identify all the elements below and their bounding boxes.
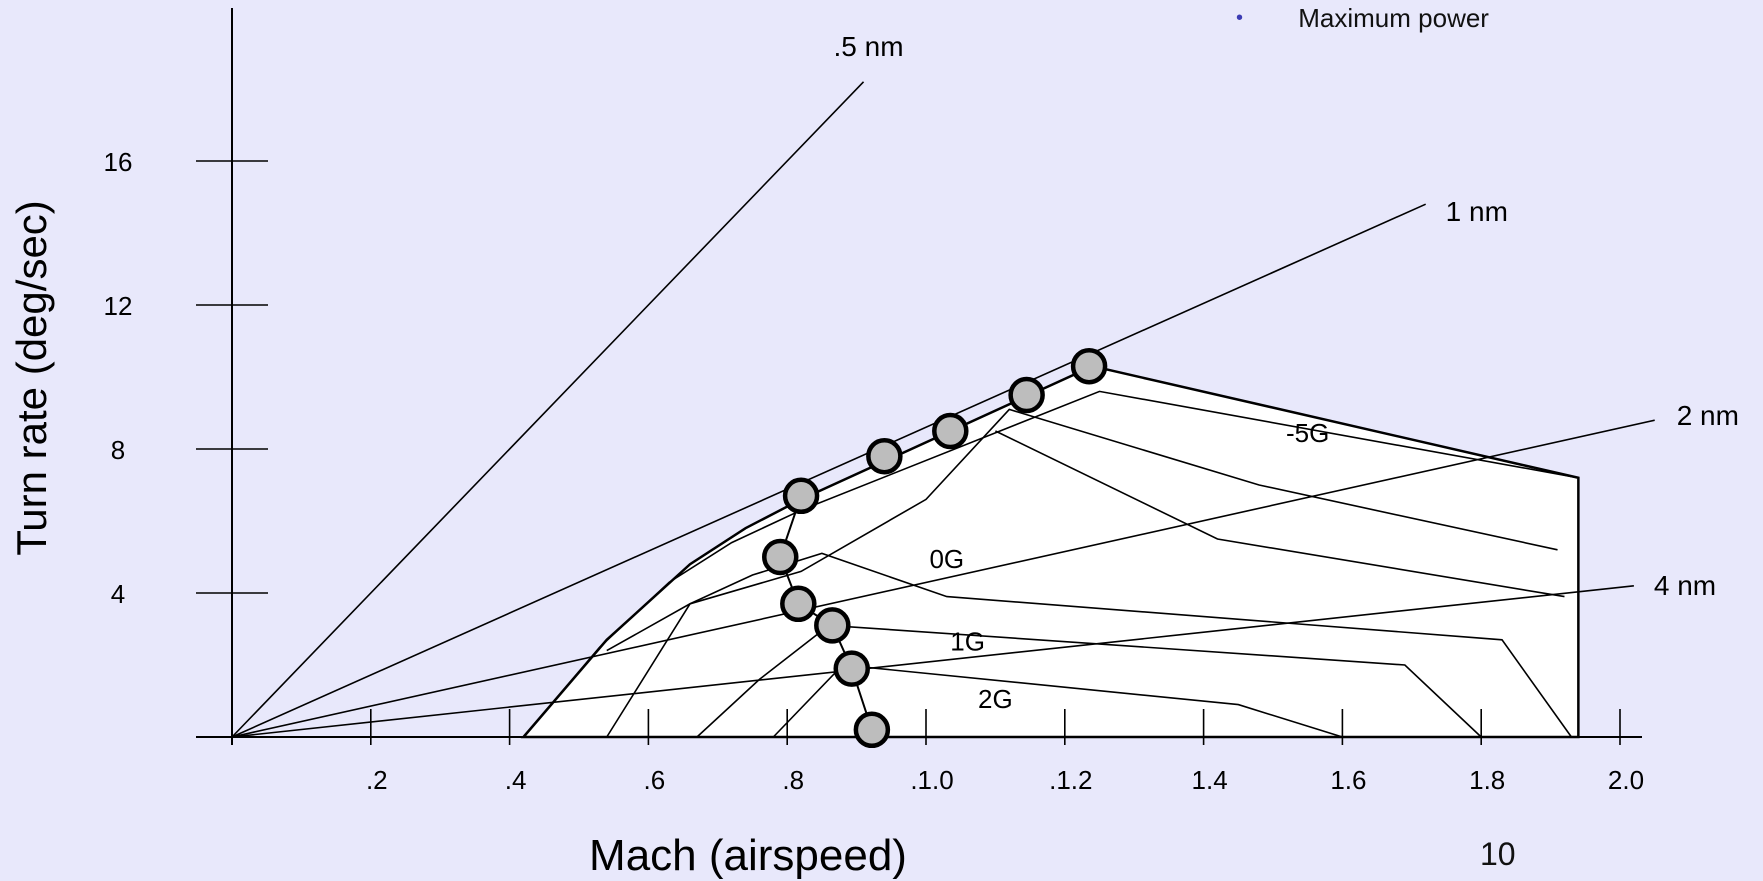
x-tick-label: 1.4 bbox=[1192, 765, 1228, 795]
max-power-point bbox=[782, 477, 820, 515]
y-tick-label: 12 bbox=[104, 291, 133, 321]
max-power-point bbox=[1070, 347, 1108, 385]
x-tick-label: 2.0 bbox=[1608, 765, 1644, 795]
legend: • Maximum power bbox=[1236, 3, 1489, 34]
x-tick-label: .8 bbox=[782, 765, 804, 795]
x-tick-label: 1.8 bbox=[1469, 765, 1505, 795]
max-power-point bbox=[780, 585, 817, 623]
legend-bullet: • bbox=[1236, 7, 1244, 29]
y-tick-label: 8 bbox=[111, 435, 125, 465]
x-tick-label: .4 bbox=[505, 765, 527, 795]
g-curve-0 bbox=[522, 390, 1579, 738]
legend-text: Maximum power bbox=[1298, 3, 1489, 33]
x-tick-label: 1.6 bbox=[1330, 765, 1366, 795]
page-number: 10 bbox=[1480, 836, 1516, 872]
radius-line bbox=[231, 419, 1655, 738]
max-power-point bbox=[932, 412, 969, 450]
radius-line bbox=[231, 81, 865, 738]
x-tick-label: .6 bbox=[644, 765, 666, 795]
y-tick-label: 4 bbox=[111, 579, 125, 609]
y-tick-label: 16 bbox=[104, 147, 133, 177]
radius-line-label: .5 nm bbox=[834, 31, 904, 62]
x-tick-label: .2 bbox=[366, 765, 388, 795]
x-tick-label: .1.0 bbox=[910, 765, 953, 795]
g-curve-label: 0G bbox=[929, 544, 964, 574]
g-curve-label: 2G bbox=[978, 684, 1013, 714]
max-power-point bbox=[814, 607, 851, 644]
g-curve-3 bbox=[606, 552, 1573, 738]
max-power-point bbox=[833, 650, 870, 687]
g-curve-label: 1G bbox=[950, 627, 985, 657]
max-power-point bbox=[762, 538, 799, 576]
radius-line-label: 2 nm bbox=[1677, 400, 1739, 431]
radius-line-label: 1 nm bbox=[1446, 196, 1508, 227]
radius-line-label: 4 nm bbox=[1654, 570, 1716, 601]
y-axis-title: Turn rate (deg/sec) bbox=[8, 200, 55, 556]
radius-line bbox=[231, 585, 1634, 738]
g-curve-5 bbox=[772, 664, 1343, 738]
max-power-point bbox=[866, 437, 903, 475]
x-tick-label: .1.2 bbox=[1049, 765, 1092, 795]
max-power-point bbox=[853, 711, 891, 749]
x-axis-title: Mach (airspeed) bbox=[589, 831, 907, 880]
g-curve-label: -5G bbox=[1286, 418, 1329, 448]
radius-line bbox=[231, 203, 1427, 738]
max-power-point bbox=[1008, 376, 1045, 414]
g-curve-2 bbox=[995, 430, 1565, 598]
